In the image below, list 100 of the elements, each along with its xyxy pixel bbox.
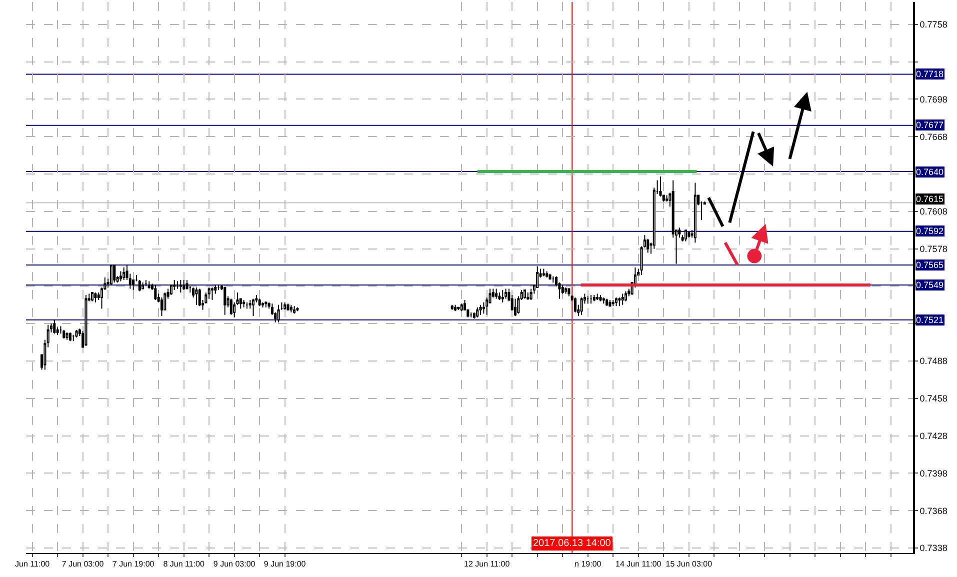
candlestick xyxy=(182,279,186,290)
y-tick-label: 0.7668 xyxy=(920,132,948,142)
candlestick xyxy=(501,289,504,303)
candlestick xyxy=(68,332,72,342)
candlestick xyxy=(599,294,602,302)
candlestick xyxy=(224,286,226,316)
candlestick xyxy=(646,238,650,254)
x-tick-label: 8 Jun 11:00 xyxy=(163,560,205,569)
candlestick xyxy=(615,296,618,307)
candlestick xyxy=(148,280,150,290)
candlestick xyxy=(252,298,255,317)
candlestick xyxy=(113,264,116,283)
candlestick xyxy=(624,290,628,302)
candlestick xyxy=(179,279,182,293)
candlestick xyxy=(504,288,508,300)
y-tick-label: 0.7608 xyxy=(920,206,948,217)
candlestick xyxy=(217,284,220,290)
candlestick xyxy=(592,294,596,302)
candlestick xyxy=(590,294,592,304)
candlestick xyxy=(144,279,148,287)
candlestick xyxy=(154,284,157,300)
candlestick xyxy=(495,288,498,300)
ref-line-label: 0.7718 xyxy=(916,69,944,79)
x-tick-label: n 19:00 xyxy=(574,560,602,569)
candlestick xyxy=(284,302,286,310)
x-tick-label: 9 Jun 19:00 xyxy=(264,560,306,569)
y-tick-label: 0.7578 xyxy=(920,244,948,254)
candlestick xyxy=(208,286,210,300)
candlestick xyxy=(286,303,290,310)
candlestick xyxy=(602,296,605,304)
candlestick xyxy=(688,230,690,238)
candlestick xyxy=(186,279,188,290)
candlestick xyxy=(91,292,94,302)
candlestick xyxy=(195,286,198,306)
candlestick xyxy=(470,312,472,318)
candlestick xyxy=(170,284,172,296)
candlestick xyxy=(122,267,126,280)
candlestick xyxy=(75,329,78,338)
candlestick xyxy=(230,298,232,316)
candlestick xyxy=(198,288,201,307)
candlestick xyxy=(514,298,517,317)
candlestick xyxy=(296,306,299,312)
candlestick xyxy=(160,296,164,317)
candlestick xyxy=(608,299,612,307)
candlestick xyxy=(142,282,144,290)
candlestick xyxy=(264,300,268,308)
x-tick-label: 15 Jun 03:00 xyxy=(666,560,713,569)
candlestick xyxy=(548,273,552,280)
x-tick-label: 7 Jun 19:00 xyxy=(112,560,155,569)
candlestick xyxy=(62,329,66,340)
candlestick xyxy=(526,292,530,300)
x-tick-label: 12 Jun 11:00 xyxy=(464,560,510,569)
y-tick-label: 0.7398 xyxy=(920,468,948,478)
candlestick xyxy=(457,306,460,310)
candlestick xyxy=(618,296,621,307)
candlestick xyxy=(59,326,62,334)
y-tick-label: 0.7488 xyxy=(920,356,948,366)
y-tick-label: 0.7698 xyxy=(920,94,948,104)
x-tick-label: Jun 11:00 xyxy=(15,560,50,569)
candlestick xyxy=(242,299,246,308)
candlestick xyxy=(84,294,88,347)
candlestick xyxy=(568,288,570,297)
candlestick xyxy=(621,293,624,306)
candlestick xyxy=(277,304,280,323)
candlestick xyxy=(110,264,112,286)
ref-line-label: 0.7640 xyxy=(916,167,944,177)
x-tick-label: 7 Jun 03:00 xyxy=(62,560,104,569)
candlestick xyxy=(66,332,68,340)
ref-line-label: 0.7615 xyxy=(916,194,944,204)
y-tick-label: 0.7368 xyxy=(920,506,948,516)
candlestick xyxy=(138,279,141,292)
candlestick xyxy=(246,302,248,310)
candlestick xyxy=(290,304,292,313)
candlestick xyxy=(176,280,179,290)
candlestick xyxy=(596,293,599,300)
ref-line-label: 0.7565 xyxy=(916,260,944,270)
y-tick-label: 0.7428 xyxy=(920,430,948,441)
candlestick xyxy=(53,319,56,334)
candlestick xyxy=(574,296,577,313)
candlestick xyxy=(684,230,687,242)
candlestick xyxy=(479,304,482,316)
candlestick xyxy=(606,298,608,307)
candlestick xyxy=(694,182,696,244)
candlestick xyxy=(210,286,214,300)
ref-line-label: 0.7677 xyxy=(916,120,944,130)
candlestick xyxy=(261,302,264,308)
ref-line-label: 2017.06.13 14:00 xyxy=(533,538,612,549)
candlestick xyxy=(476,306,479,318)
x-tick-label: 9 Jun 03:00 xyxy=(213,560,256,569)
candlestick xyxy=(119,270,122,282)
candlestick xyxy=(546,270,548,278)
candlestick xyxy=(586,296,590,304)
candlestick xyxy=(454,304,457,312)
candlestick xyxy=(580,296,583,316)
candlestick xyxy=(293,306,296,314)
candlestick xyxy=(94,292,97,303)
ref-line-label: 0.7549 xyxy=(916,280,944,290)
candlestick xyxy=(460,303,463,312)
candlestick xyxy=(498,292,501,300)
x-tick-label: 14 Jun 11:00 xyxy=(616,560,662,569)
